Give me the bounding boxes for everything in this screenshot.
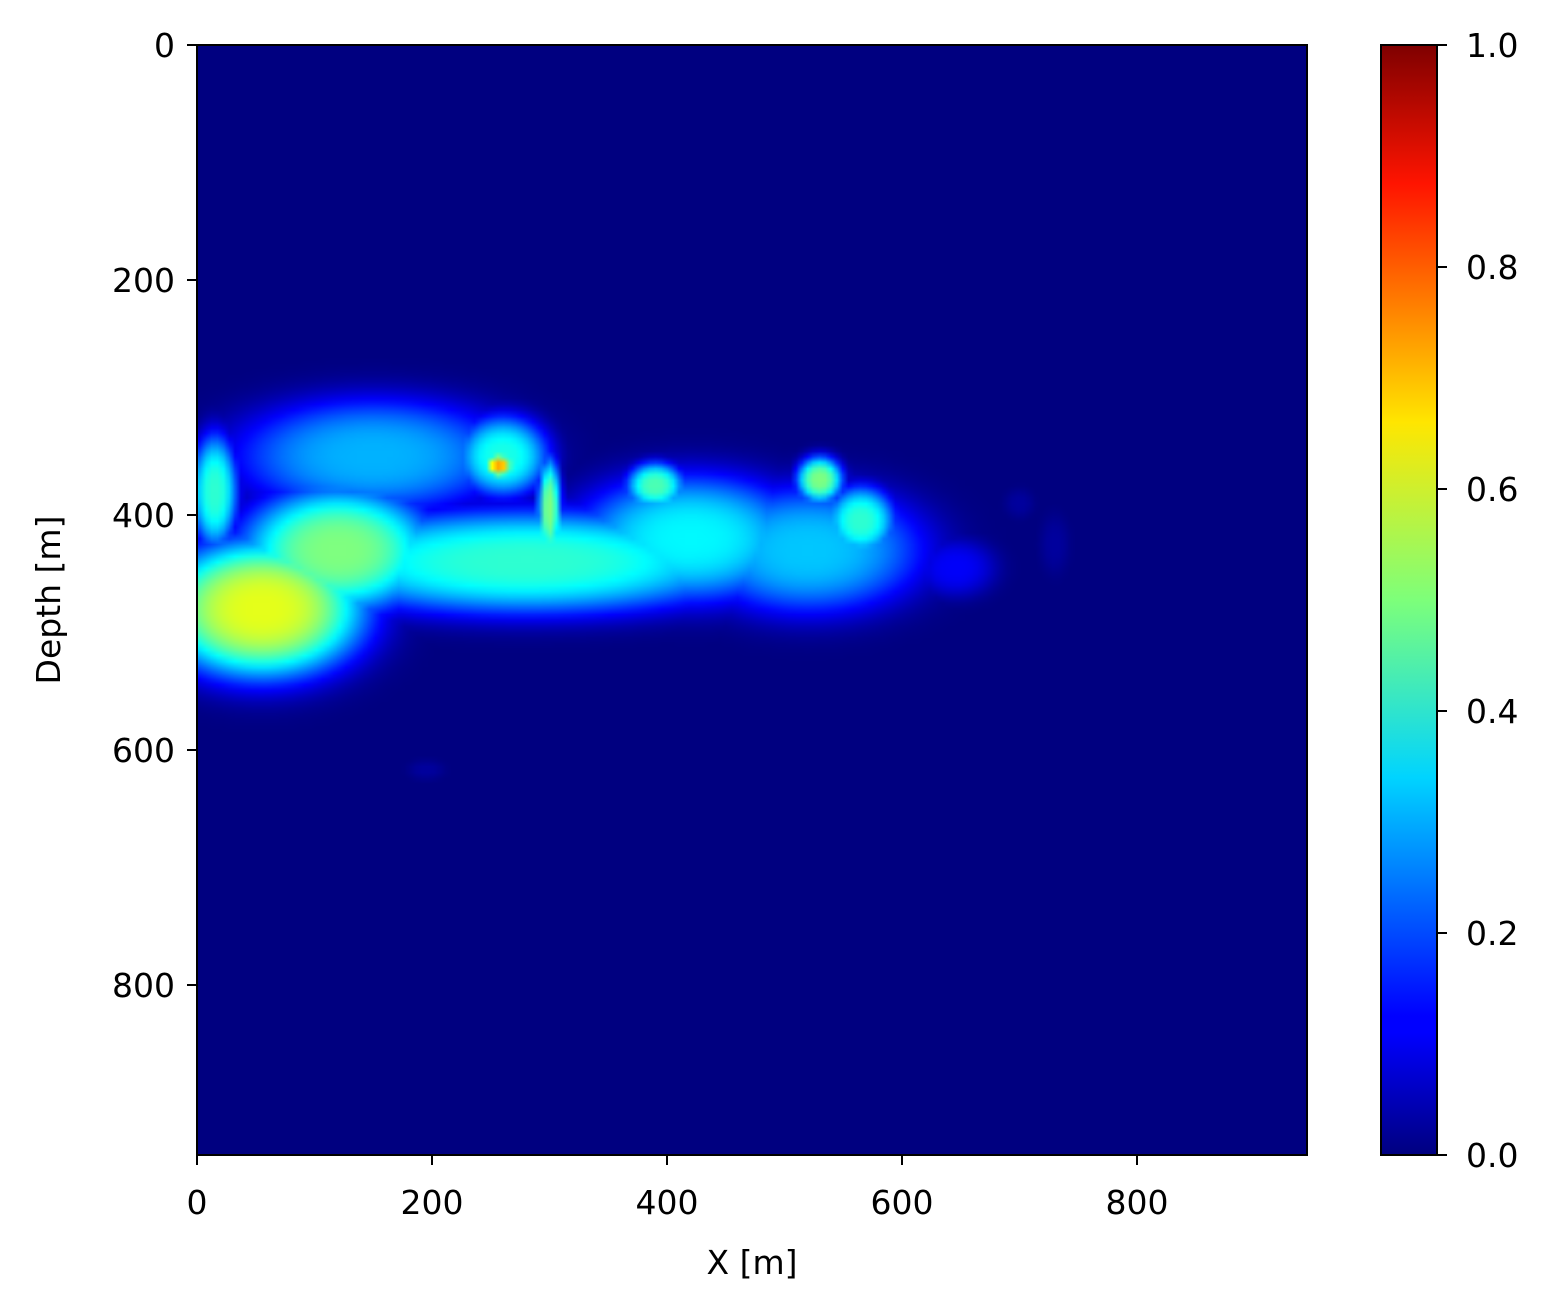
x-axis: 0 200 400 600 800 X [m] (187, 1155, 1169, 1282)
y-tick-label: 800 (112, 966, 175, 1005)
y-tick: 200 (112, 261, 197, 300)
colorbar-tick-label: 0.0 (1466, 1136, 1518, 1175)
colorbar-tick-label: 0.2 (1466, 914, 1518, 953)
colorbar-tick: 0.8 (1437, 248, 1518, 287)
colorbar-tick-label: 0.4 (1466, 692, 1518, 731)
plot-frame (196, 44, 1308, 1156)
y-tick: 0 (154, 26, 197, 65)
heatmap-area (197, 45, 1307, 1155)
colorbar-tick: 1.0 (1437, 26, 1518, 65)
colorbar: 0.0 0.2 0.4 0.6 0.8 1.0 (1380, 26, 1518, 1175)
colorbar-tick: 0.0 (1437, 1136, 1518, 1175)
x-tick-label: 600 (871, 1183, 934, 1222)
y-tick: 600 (112, 731, 197, 770)
heatmap-image (197, 45, 1307, 1155)
colorbar-tick-label: 0.6 (1466, 470, 1518, 509)
y-tick-label: 400 (112, 496, 175, 535)
x-axis-label: X [m] (707, 1243, 798, 1282)
y-axis: 0 200 400 600 800 Depth [m] (29, 26, 197, 1005)
x-tick-label: 800 (1106, 1183, 1169, 1222)
x-tick: 800 (1106, 1155, 1169, 1222)
y-tick-label: 600 (112, 731, 175, 770)
x-tick-label: 0 (187, 1183, 208, 1222)
y-axis-label: Depth [m] (29, 516, 68, 685)
y-tick-label: 200 (112, 261, 175, 300)
colorbar-gradient (1380, 44, 1438, 1156)
colorbar-tick: 0.2 (1437, 914, 1518, 953)
y-tick: 400 (112, 496, 197, 535)
x-tick: 600 (871, 1155, 934, 1222)
x-tick-label: 200 (401, 1183, 464, 1222)
colorbar-tick: 0.6 (1437, 470, 1518, 509)
x-tick-label: 400 (636, 1183, 699, 1222)
x-tick: 0 (187, 1155, 208, 1222)
y-tick-label: 0 (154, 26, 175, 65)
x-tick: 400 (636, 1155, 699, 1222)
x-tick: 200 (401, 1155, 464, 1222)
y-tick: 800 (112, 966, 197, 1005)
colorbar-tick-label: 1.0 (1466, 26, 1518, 65)
colorbar-tick-label: 0.8 (1466, 248, 1518, 287)
colorbar-tick: 0.4 (1437, 692, 1518, 731)
